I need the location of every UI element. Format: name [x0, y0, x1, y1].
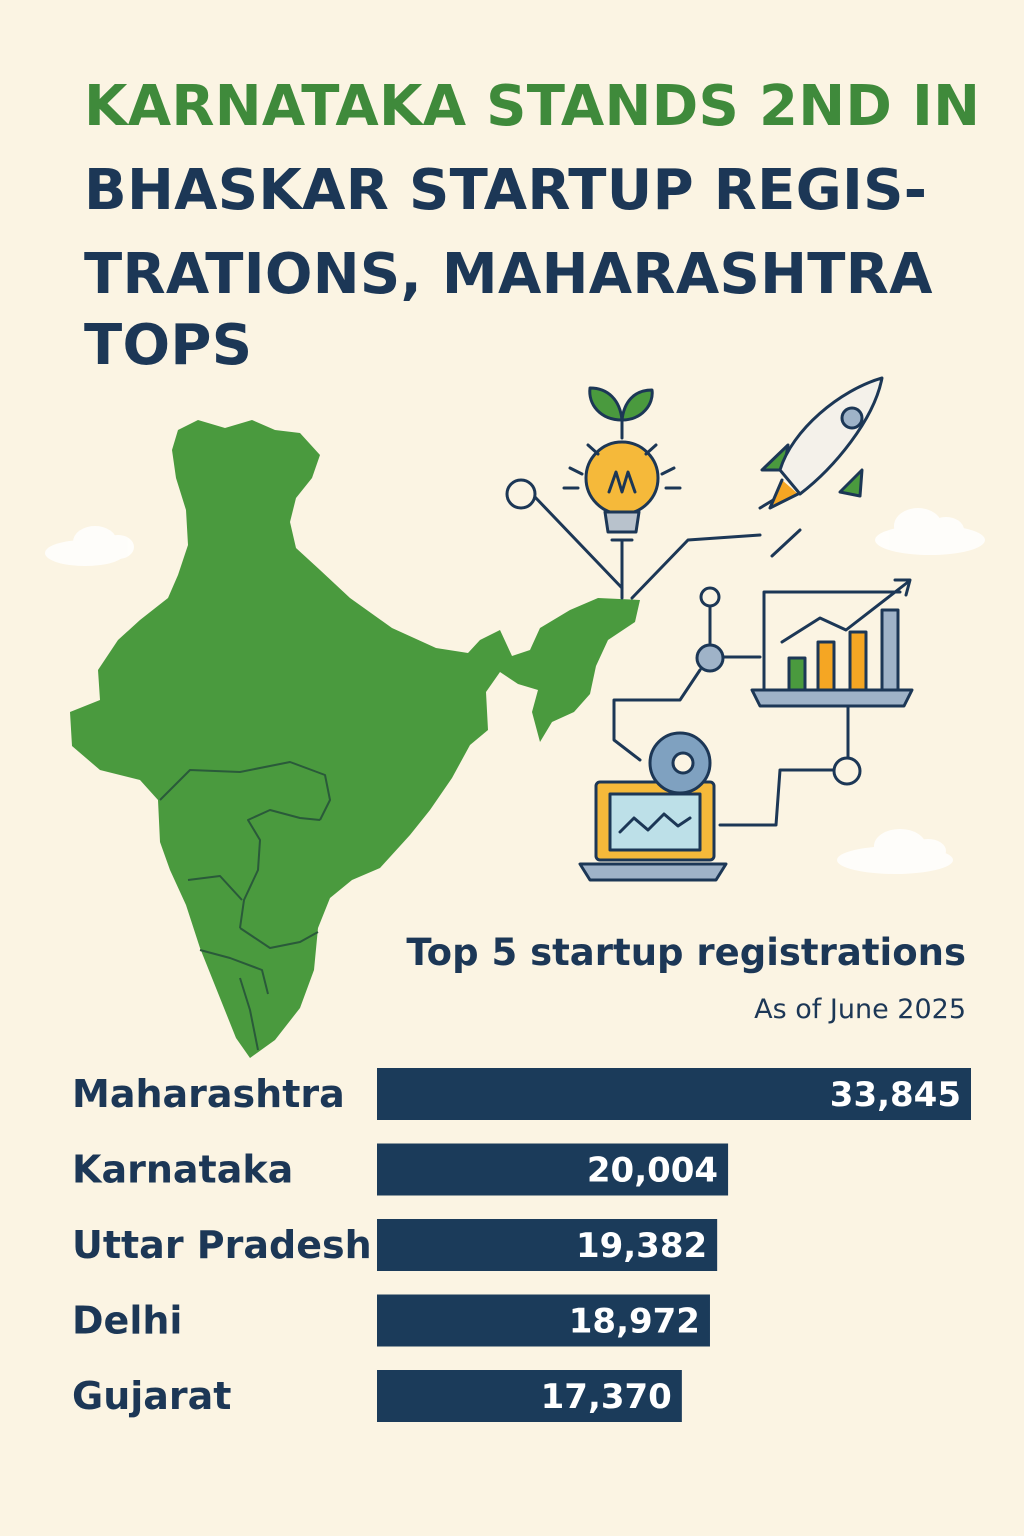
category-label: Delhi — [72, 1299, 182, 1343]
bar-chart: Maharashtra 33,845 Karnataka 20,004 Uttar Pr… — [72, 1068, 971, 1422]
headline-line-2: BHASKAR STARTUP REGIS- — [84, 158, 928, 223]
value-label: 20,004 — [587, 1151, 718, 1191]
category-label: Uttar Pradesh — [72, 1223, 372, 1267]
bar — [377, 1370, 682, 1422]
value-label: 33,845 — [830, 1075, 961, 1115]
network-nodes-icon — [532, 488, 850, 827]
cloud-right-top-icon — [875, 508, 985, 555]
bar — [377, 1143, 729, 1196]
bar-chart-icon — [750, 578, 914, 708]
rocket-icon — [760, 376, 884, 510]
cloud-right-bottom-icon — [837, 829, 953, 874]
chart-title: Top 5 startup registrations — [406, 931, 966, 974]
category-label: Maharashtra — [72, 1072, 345, 1116]
value-label: 19,382 — [576, 1226, 707, 1266]
chart-subtitle: As of June 2025 — [754, 994, 966, 1025]
laptop-icon — [578, 731, 728, 882]
lightbulb-sprout-icon — [562, 386, 682, 542]
network-node-circles — [505, 478, 862, 786]
bar — [377, 1068, 971, 1120]
headline-line-1: KARNATAKA STANDS 2ND IN — [84, 74, 981, 139]
headline-line-3: TRATIONS, MAHARASHTRA — [84, 242, 933, 307]
value-label: 18,972 — [569, 1302, 700, 1342]
headline-line-4: TOPS — [84, 313, 253, 378]
category-label: Gujarat — [72, 1374, 231, 1418]
cloud-left-icon — [45, 526, 134, 566]
bar — [377, 1294, 710, 1347]
category-label: Karnataka — [72, 1148, 293, 1192]
bar — [377, 1219, 718, 1271]
value-label: 17,370 — [541, 1377, 672, 1417]
